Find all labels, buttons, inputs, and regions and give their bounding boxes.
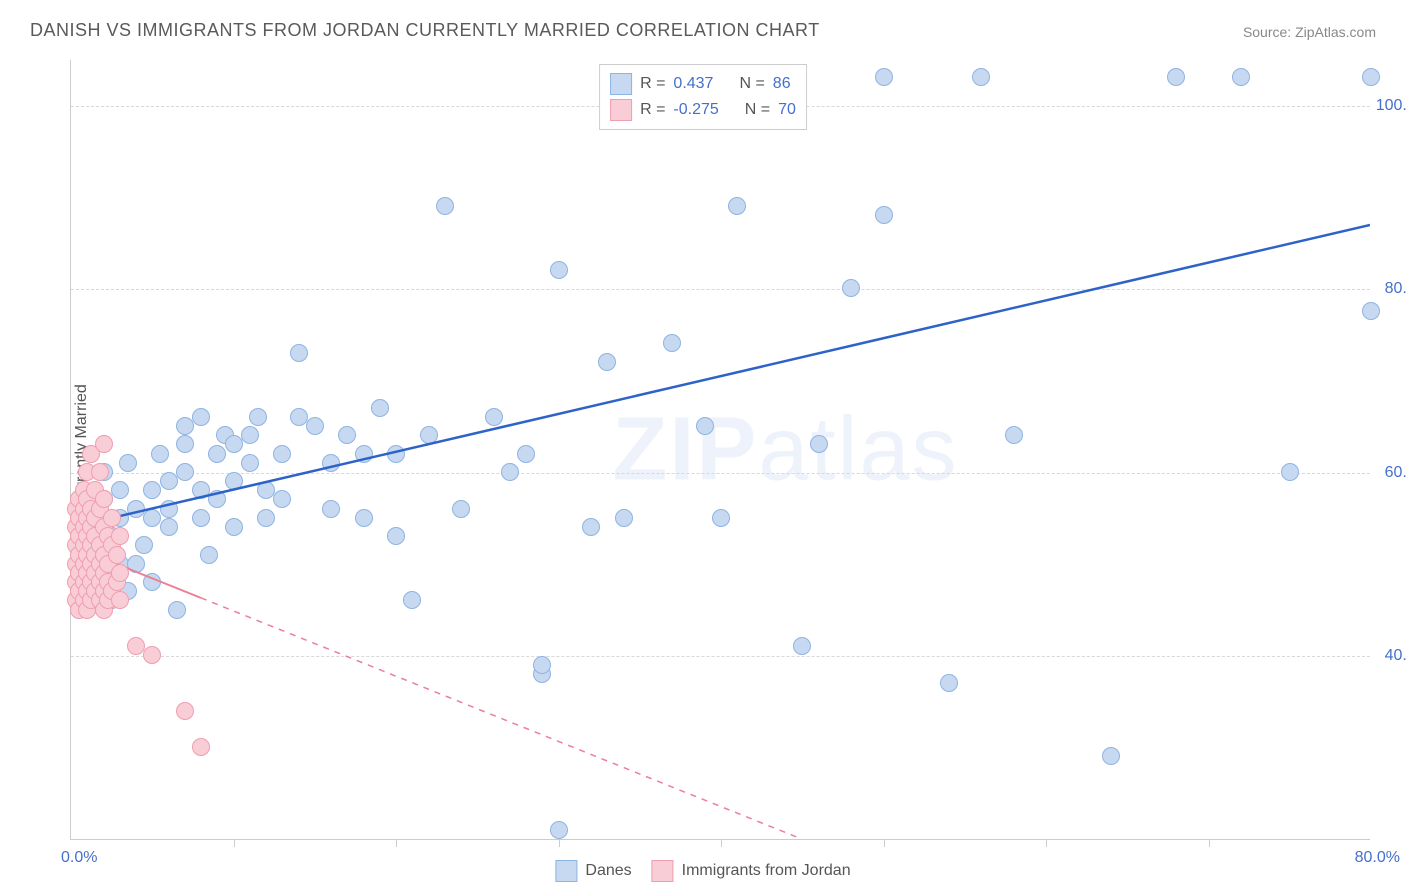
data-point (127, 637, 145, 655)
x-tick (396, 839, 397, 847)
r-value-danes: 0.437 (673, 75, 713, 93)
x-axis-end-label: 80.0% (1355, 849, 1400, 867)
plot-area: ZIPatlas 0.0% 80.0% 40.0%60.0%80.0%100.0… (70, 60, 1370, 840)
n-value-jordan: 70 (778, 101, 796, 119)
chart-container: DANISH VS IMMIGRANTS FROM JORDAN CURRENT… (0, 0, 1406, 892)
swatch-jordan (610, 99, 632, 121)
y-tick-label: 100.0% (1376, 97, 1406, 115)
n-label: N = (739, 75, 764, 93)
x-tick (884, 839, 885, 847)
n-label: N = (745, 101, 770, 119)
x-tick (1209, 839, 1210, 847)
data-point (111, 564, 129, 582)
data-point (143, 646, 161, 664)
correlation-legend: R = 0.437 N = 86 R = -0.275 N = 70 (599, 64, 807, 130)
source-attribution: Source: ZipAtlas.com (1243, 24, 1376, 40)
swatch-danes (555, 860, 577, 882)
data-point (192, 738, 210, 756)
legend-row-danes: R = 0.437 N = 86 (610, 71, 796, 97)
data-point (95, 490, 113, 508)
data-point (91, 463, 109, 481)
data-point (108, 546, 126, 564)
n-value-danes: 86 (773, 75, 791, 93)
x-tick (559, 839, 560, 847)
data-point (176, 702, 194, 720)
x-tick (721, 839, 722, 847)
r-value-jordan: -0.275 (673, 101, 718, 119)
legend-label-jordan: Immigrants from Jordan (682, 862, 851, 880)
data-point (103, 509, 121, 527)
trend-lines-svg (71, 60, 1370, 839)
y-tick-label: 40.0% (1385, 647, 1406, 665)
x-tick (1046, 839, 1047, 847)
x-axis-start-label: 0.0% (61, 849, 97, 867)
swatch-danes (610, 73, 632, 95)
r-label: R = (640, 75, 665, 93)
legend-item-danes: Danes (555, 860, 631, 882)
r-label: R = (640, 101, 665, 119)
data-point (95, 435, 113, 453)
legend-row-jordan: R = -0.275 N = 70 (610, 97, 796, 123)
x-tick (234, 839, 235, 847)
series-legend: Danes Immigrants from Jordan (555, 860, 850, 882)
data-point (111, 527, 129, 545)
swatch-jordan (652, 860, 674, 882)
data-point (111, 591, 129, 609)
y-tick-label: 60.0% (1385, 464, 1406, 482)
y-tick-label: 80.0% (1385, 280, 1406, 298)
chart-title: DANISH VS IMMIGRANTS FROM JORDAN CURRENT… (30, 20, 820, 41)
legend-label-danes: Danes (585, 862, 631, 880)
legend-item-jordan: Immigrants from Jordan (652, 860, 851, 882)
